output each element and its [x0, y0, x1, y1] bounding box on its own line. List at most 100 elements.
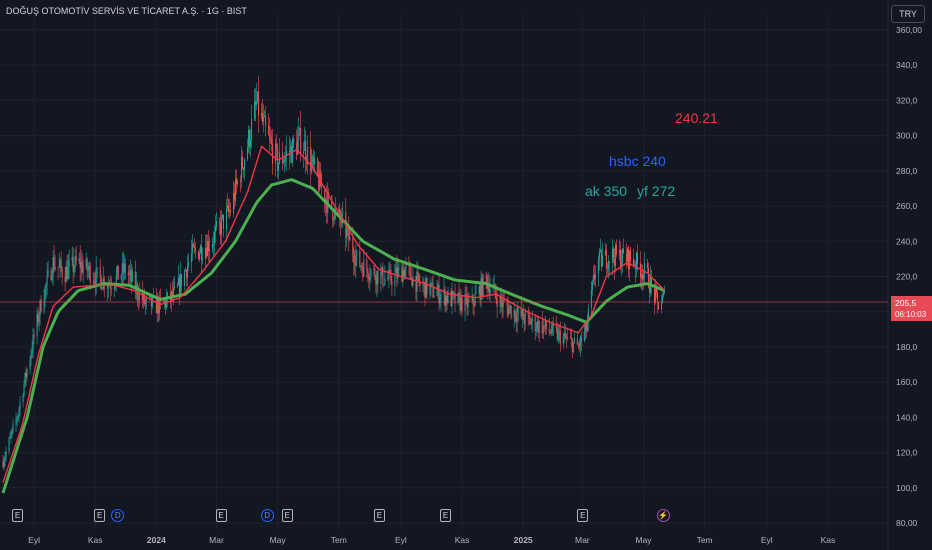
candle	[471, 286, 473, 303]
annotation-yf[interactable]: yf 272	[637, 183, 676, 199]
candle	[36, 309, 38, 345]
candle	[625, 243, 627, 269]
y-tick-label: 280,0	[896, 166, 918, 176]
candle	[614, 242, 616, 273]
candle	[16, 416, 18, 427]
candle	[359, 240, 361, 268]
candle	[657, 289, 659, 314]
earnings-event-marker[interactable]: E	[373, 509, 385, 522]
candle	[608, 261, 610, 276]
earnings-event-marker[interactable]: E	[440, 509, 452, 522]
earnings-event-marker[interactable]: E	[12, 509, 24, 522]
candle	[563, 322, 565, 343]
candle	[250, 129, 252, 157]
dividend-event-marker[interactable]: D	[111, 509, 125, 522]
candle	[577, 341, 579, 350]
candle	[235, 169, 237, 206]
candle	[8, 436, 10, 455]
candle	[419, 275, 421, 293]
candle	[67, 253, 69, 280]
candle	[570, 328, 572, 347]
last-price-value: 205,5	[895, 298, 917, 308]
candle	[340, 210, 342, 237]
earnings-event-marker[interactable]: E	[94, 509, 106, 522]
candle	[95, 256, 97, 295]
candle	[558, 324, 560, 342]
candle	[173, 275, 175, 291]
split-event-marker[interactable]: ⚡	[656, 509, 670, 522]
annotation-hsbc[interactable]: hsbc 240	[609, 153, 666, 169]
price-axis[interactable]: 80,00100,0120,0140,0160,0180,0200,0220,0…	[896, 25, 922, 528]
candle	[502, 291, 504, 318]
y-tick-label: 240,0	[896, 236, 918, 246]
annotation-ak[interactable]: ak 350	[585, 183, 628, 199]
candle	[169, 282, 171, 309]
candle	[58, 252, 60, 268]
earnings-event-marker[interactable]: E	[281, 509, 293, 522]
candle	[199, 244, 201, 254]
candle	[592, 265, 594, 285]
candle	[487, 272, 489, 293]
candle	[425, 275, 427, 298]
y-tick-label: 120,0	[896, 448, 918, 458]
y-tick-label: 100,0	[896, 483, 918, 493]
candle	[242, 150, 244, 170]
candle	[458, 282, 460, 303]
x-tick-label: Eyl	[761, 535, 773, 545]
candle	[543, 325, 545, 332]
candle	[363, 248, 365, 278]
candle	[123, 254, 125, 281]
candle	[390, 264, 392, 285]
candle	[415, 275, 417, 301]
candle	[579, 334, 581, 357]
candle	[134, 260, 136, 300]
candle	[60, 251, 62, 273]
candle	[131, 267, 133, 283]
candle	[86, 256, 88, 280]
candle	[178, 274, 180, 306]
time-axis[interactable]: Eyl Kas 2024 Mar May Tem Eyl Kas 2025 Mar May Tem Ey…	[28, 535, 835, 545]
candle	[431, 277, 433, 288]
candle	[424, 281, 426, 307]
x-tick-label: Kas	[821, 535, 836, 545]
chart-title: DOĞUŞ OTOMOTİV SERVİS VE TİCARET A.Ş. · …	[6, 6, 247, 16]
candle	[177, 265, 179, 286]
candle	[75, 246, 77, 266]
y-tick-label: 320,0	[896, 95, 918, 105]
candle	[613, 248, 615, 280]
candle	[237, 178, 239, 188]
candle	[353, 246, 355, 276]
candle	[444, 286, 446, 312]
candle	[176, 282, 178, 289]
candle	[223, 214, 225, 238]
candle	[271, 130, 273, 152]
candle	[142, 290, 144, 309]
candle	[646, 259, 648, 274]
candle	[404, 267, 406, 279]
earnings-event-marker[interactable]: E	[577, 509, 589, 522]
candle	[116, 264, 118, 280]
candle	[514, 309, 516, 323]
annotation-target-price[interactable]: 240.21	[675, 110, 718, 126]
currency-button[interactable]: TRY	[891, 5, 925, 23]
candle	[141, 280, 143, 308]
dividend-event-marker[interactable]: D	[260, 509, 274, 522]
candle	[599, 238, 601, 254]
candle	[293, 135, 295, 148]
candle	[620, 249, 622, 276]
candle	[79, 244, 81, 282]
candle	[247, 139, 249, 162]
candle	[509, 304, 511, 314]
candle	[398, 262, 400, 276]
candle	[278, 162, 280, 181]
candle	[368, 273, 370, 289]
candle	[145, 292, 147, 310]
candle	[128, 264, 130, 285]
candle	[206, 234, 208, 257]
slow-moving-average	[1, 178, 666, 494]
candle	[236, 169, 238, 195]
earnings-event-marker[interactable]: E	[215, 509, 227, 522]
candle	[391, 275, 393, 296]
candle	[429, 278, 431, 300]
